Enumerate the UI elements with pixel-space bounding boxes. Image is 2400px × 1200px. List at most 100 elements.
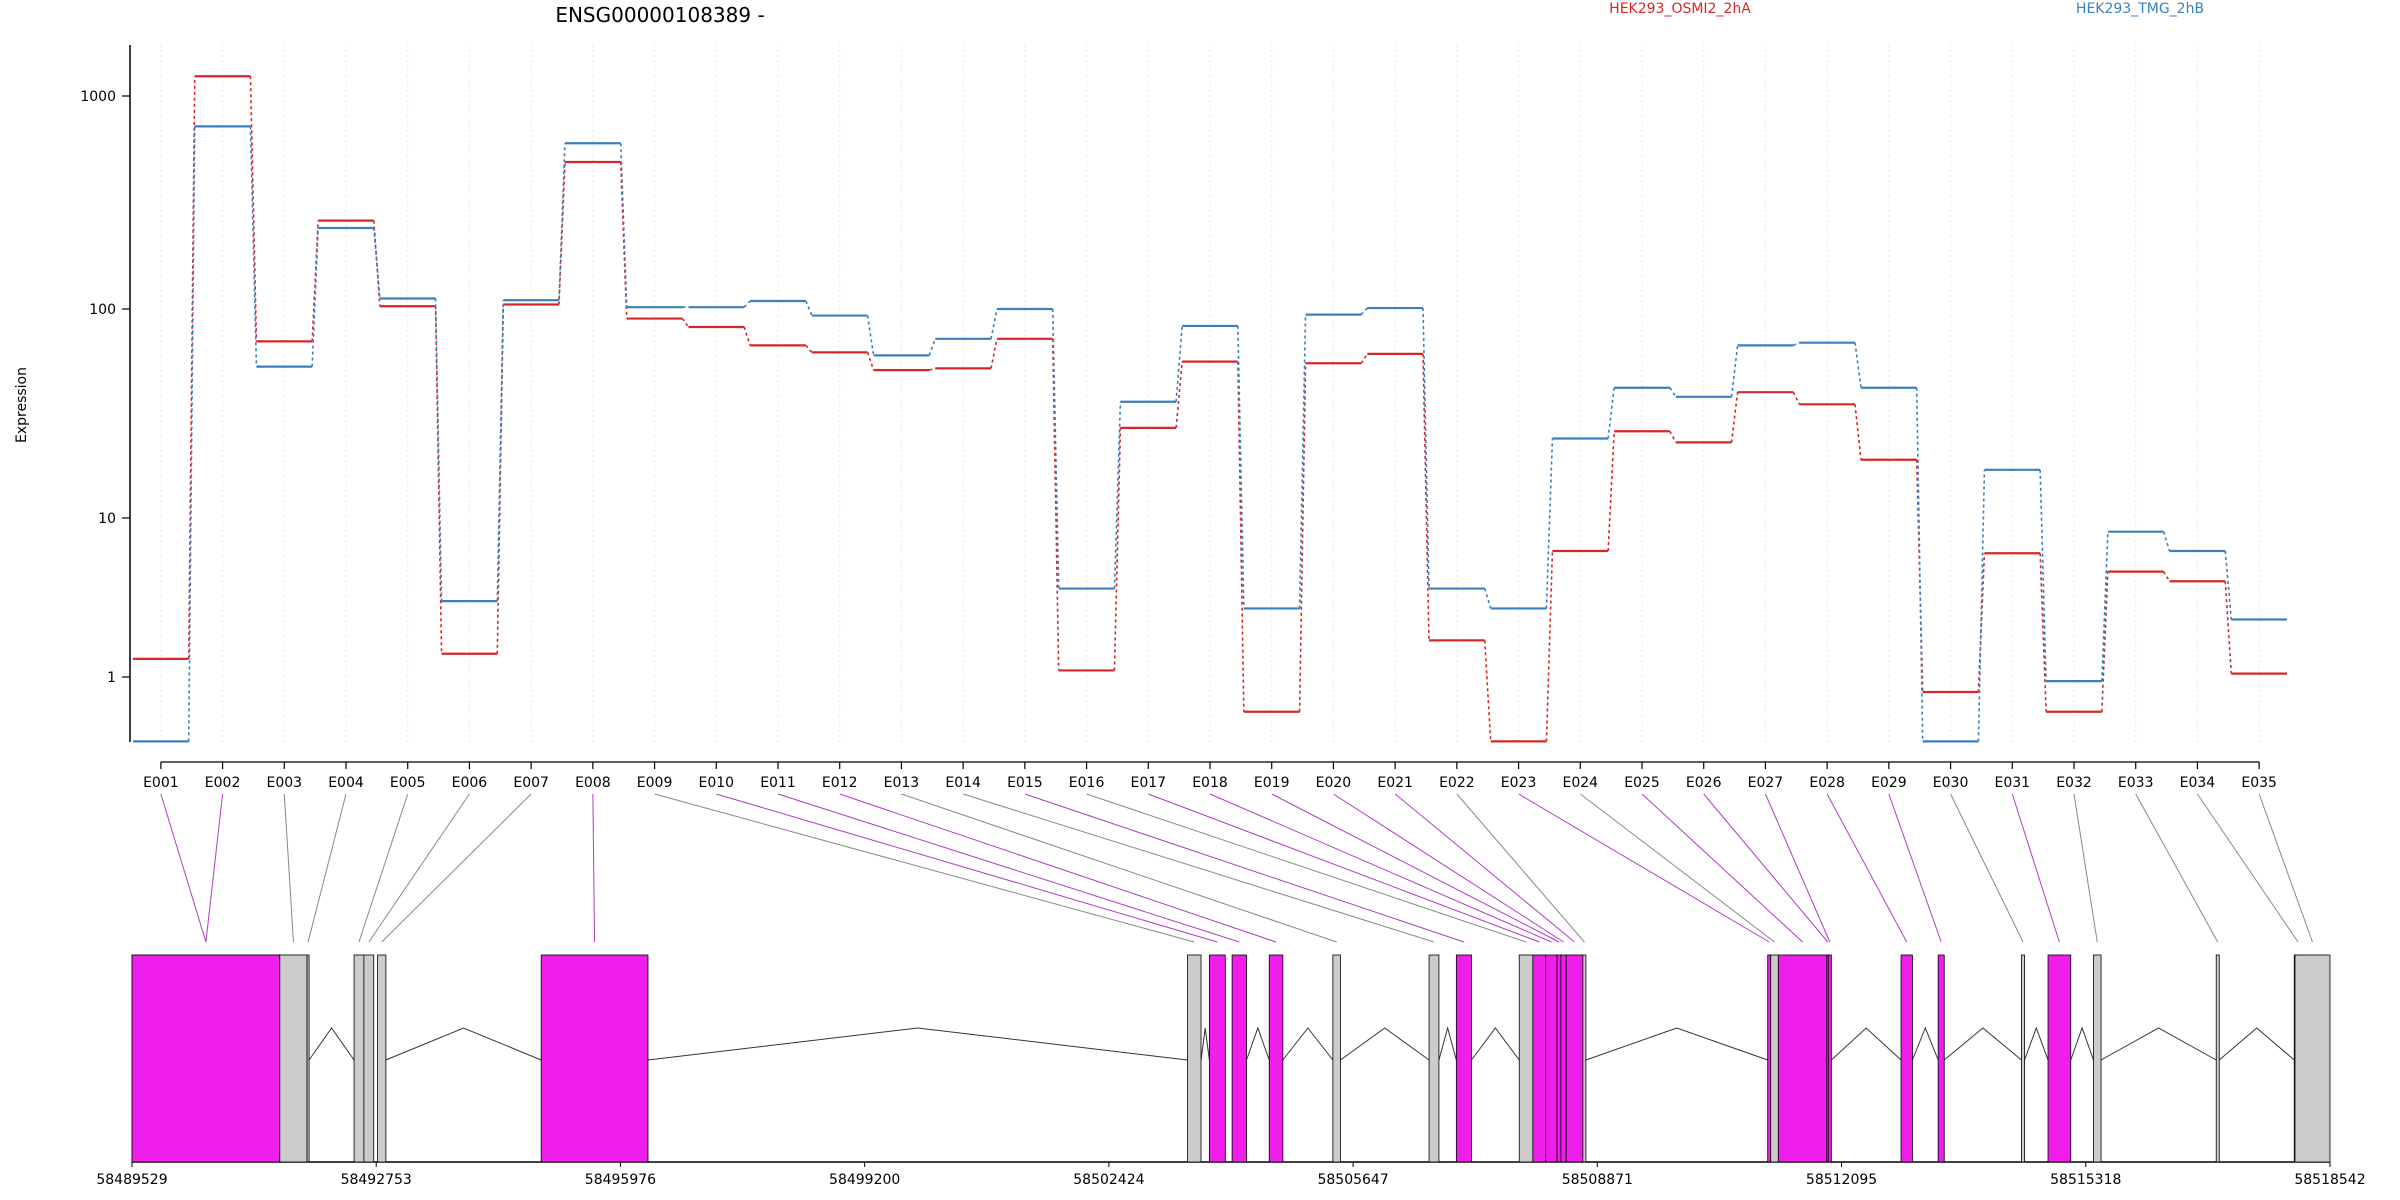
connector-e010 bbox=[716, 793, 1218, 943]
coordinate-label-10: 58518542 bbox=[2294, 1172, 2365, 1188]
x-tick-label-e008: E008 bbox=[575, 775, 611, 791]
x-tick-label-e013: E013 bbox=[884, 775, 920, 791]
series-2 bbox=[133, 125, 2287, 743]
series-2-transition-e006 bbox=[434, 298, 443, 602]
series-2-transition-e019 bbox=[1237, 325, 1245, 609]
x-tick-label-e007: E007 bbox=[513, 775, 549, 791]
series-2-transition-e029 bbox=[1854, 342, 1862, 388]
series-1-transition-e018 bbox=[1175, 361, 1183, 428]
series-2-transition-e012 bbox=[805, 300, 813, 316]
connector-e009 bbox=[654, 793, 1195, 943]
x-tick-label-e022: E022 bbox=[1439, 775, 1475, 791]
exon-box-e006 bbox=[363, 954, 375, 1163]
x-tick-label-e033: E033 bbox=[2118, 775, 2154, 791]
x-tick-label-e032: E032 bbox=[2056, 775, 2092, 791]
series-2-transition-e020 bbox=[1298, 314, 1307, 609]
coordinate-label-6: 58505647 bbox=[1317, 1172, 1388, 1188]
x-tick-label-e035: E035 bbox=[2241, 775, 2277, 791]
connector-e008 bbox=[592, 793, 596, 943]
grid-lines bbox=[160, 45, 2260, 742]
series-2-transition-e017 bbox=[1113, 401, 1122, 589]
intron-4 bbox=[308, 1027, 355, 1061]
connector-e014 bbox=[962, 793, 1435, 943]
x-tick-label-e005: E005 bbox=[390, 775, 426, 791]
series-2-transition-e009 bbox=[619, 143, 628, 308]
series-1-transition-e014 bbox=[929, 367, 936, 371]
series-2-transition-e011 bbox=[743, 300, 751, 308]
series-2-transition-e033 bbox=[2101, 531, 2109, 682]
x-tick-label-e025: E025 bbox=[1624, 775, 1660, 791]
intron-22 bbox=[1585, 1027, 1768, 1061]
series-2-transition-e022 bbox=[1422, 308, 1430, 589]
x-tick-label-e023: E023 bbox=[1501, 775, 1537, 791]
exon-box-e009 bbox=[1187, 954, 1202, 1163]
x-tick-label-e017: E017 bbox=[1130, 775, 1166, 791]
intron-32 bbox=[2100, 1027, 2217, 1061]
intron-28 bbox=[1911, 1026, 1939, 1061]
connector-e020 bbox=[1333, 793, 1564, 943]
series-2-transition-e032 bbox=[2039, 469, 2047, 682]
exon-box-e007 bbox=[377, 954, 387, 1163]
x-tick-label-e016: E016 bbox=[1069, 775, 1105, 791]
connector-e013 bbox=[901, 793, 1337, 943]
x-tick-label-e001: E001 bbox=[143, 775, 179, 791]
exon-box-e014 bbox=[1428, 954, 1440, 1163]
series-1-transition-e016 bbox=[1051, 338, 1060, 671]
coordinate-label-8: 58512095 bbox=[1806, 1172, 1877, 1188]
legend-label-series-2: HEK293_TMG_2hB bbox=[2076, 1, 2204, 17]
x-tick-label-e004: E004 bbox=[328, 775, 364, 791]
connector-e021 bbox=[1394, 793, 1575, 943]
connector-e018 bbox=[1209, 793, 1552, 943]
x-tick-label-e026: E026 bbox=[1686, 775, 1722, 791]
exon-box-e003 bbox=[279, 954, 308, 1163]
exon-box-e002 bbox=[131, 954, 281, 1163]
y-tick-label-1: 1 bbox=[107, 670, 116, 686]
series-2-transition-e002 bbox=[187, 126, 196, 742]
x-tick-label-e028: E028 bbox=[1809, 775, 1845, 791]
x-tick-label-e018: E018 bbox=[1192, 775, 1228, 791]
x-tick-label-e031: E031 bbox=[1994, 775, 2030, 791]
series-1-transition-e019 bbox=[1237, 361, 1245, 712]
series-1-transition-e023 bbox=[1483, 640, 1492, 742]
exon-connectors bbox=[160, 793, 2313, 943]
coordinate-label-4: 58499200 bbox=[829, 1172, 900, 1188]
series-2-transition-e034 bbox=[2162, 531, 2171, 552]
x-tick-label-e019: E019 bbox=[1254, 775, 1290, 791]
y-tick-label-1000: 1000 bbox=[80, 89, 116, 105]
series-1-transition-e029 bbox=[1854, 404, 1862, 460]
connector-e006 bbox=[368, 793, 470, 943]
intron-14 bbox=[1438, 1026, 1457, 1061]
x-tick-label-e010: E010 bbox=[698, 775, 734, 791]
series-1-transition-e015 bbox=[990, 338, 998, 369]
series-1-transition-e010 bbox=[681, 318, 690, 328]
connector-e005 bbox=[358, 793, 409, 943]
series-1-transition-e011 bbox=[743, 326, 751, 346]
connector-e003 bbox=[283, 793, 294, 943]
exon-box-e010 bbox=[1208, 954, 1226, 1163]
exon-box-e025 bbox=[1777, 954, 1828, 1163]
exon-box-e012 bbox=[1268, 954, 1284, 1163]
intron-8 bbox=[647, 1027, 1188, 1061]
series-2-transition-e003 bbox=[249, 126, 258, 367]
axes: 1 10 100 1000 E001 E002 E003 E004 E005 E006 E007 E0… bbox=[80, 45, 2277, 791]
exon-box-e017 bbox=[1532, 954, 1547, 1163]
exon-box-e027 bbox=[1827, 954, 1832, 1163]
exon-box-e035 bbox=[2294, 954, 2331, 1163]
series-2-transition-e023 bbox=[1483, 588, 1492, 609]
exon-box-e011 bbox=[1231, 954, 1247, 1163]
x-tick-label-e030: E030 bbox=[1933, 775, 1969, 791]
series-2-transition-e021 bbox=[1360, 307, 1368, 316]
series-1-transition-e020 bbox=[1298, 363, 1307, 712]
series-1-transition-e034 bbox=[2162, 571, 2171, 582]
series-2-transition-e004 bbox=[311, 227, 319, 367]
exon-box-e023 bbox=[1767, 954, 1772, 1163]
exon-box-e016 bbox=[1518, 954, 1534, 1163]
intron-30 bbox=[2024, 1026, 2049, 1061]
x-tick-label-e021: E021 bbox=[1377, 775, 1413, 791]
series-2-transition-e030 bbox=[1915, 387, 1924, 742]
intron-12 bbox=[1282, 1027, 1334, 1061]
series-1-transition-e021 bbox=[1360, 353, 1368, 364]
series-2-transition-e007 bbox=[496, 300, 505, 602]
x-tick-label-e011: E011 bbox=[760, 775, 796, 791]
